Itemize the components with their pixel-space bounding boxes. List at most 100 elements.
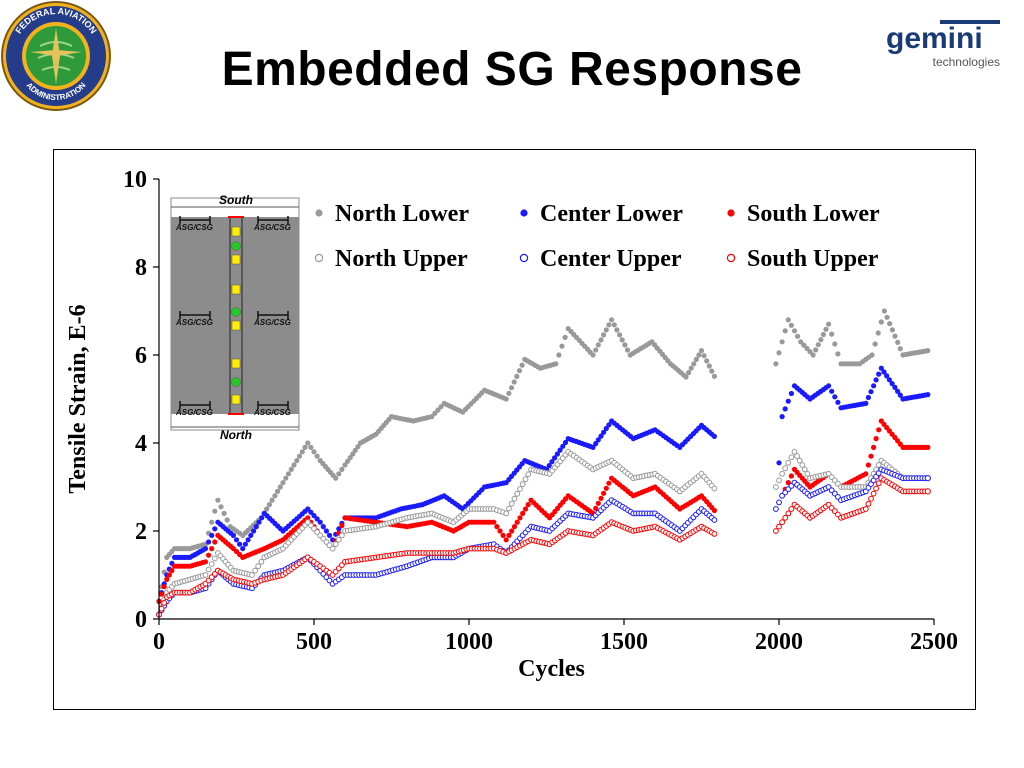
- data-point: [435, 407, 441, 413]
- data-point: [517, 486, 523, 492]
- data-point: [619, 337, 625, 343]
- data-point: [255, 563, 262, 570]
- x-tick-label: 2500: [910, 629, 958, 655]
- data-point: [862, 506, 869, 512]
- data-point: [593, 505, 599, 511]
- data-point: [519, 362, 525, 368]
- inset-sensor: [231, 254, 241, 265]
- data-point: [525, 502, 531, 508]
- data-point: [562, 334, 568, 340]
- data-point: [773, 528, 779, 534]
- data-point: [595, 342, 601, 348]
- data-point: [212, 526, 218, 532]
- data-point: [881, 308, 888, 314]
- legend-marker: [520, 209, 528, 217]
- data-point: [782, 406, 788, 412]
- data-point: [209, 546, 215, 552]
- data-point: [779, 519, 785, 526]
- data-point: [897, 392, 903, 398]
- data-point: [818, 337, 824, 343]
- data-point: [233, 537, 240, 543]
- data-point: [868, 389, 874, 395]
- data-point: [345, 458, 351, 464]
- data-point: [829, 331, 835, 337]
- data-point: [339, 466, 345, 472]
- data-point: [892, 384, 898, 390]
- y-tick-label: 8: [135, 255, 147, 281]
- data-point: [870, 490, 877, 497]
- data-point: [603, 327, 609, 333]
- legend-label: South Upper: [747, 246, 879, 272]
- data-point: [795, 333, 801, 339]
- data-point: [559, 343, 565, 349]
- data-point: [299, 449, 305, 455]
- data-point: [333, 475, 339, 481]
- data-point: [520, 510, 526, 516]
- data-point: [878, 319, 884, 325]
- data-point: [305, 506, 311, 512]
- data-point: [506, 505, 512, 512]
- data-point: [614, 327, 620, 333]
- data-point: [438, 404, 444, 410]
- data-point: [832, 394, 838, 400]
- data-point: [494, 524, 500, 530]
- data-point: [285, 471, 292, 477]
- data-point: [873, 436, 879, 442]
- data-point: [514, 519, 520, 525]
- data-point: [161, 600, 168, 606]
- data-point: [892, 333, 898, 339]
- data-point: [511, 524, 518, 530]
- data-point: [269, 497, 275, 503]
- data-point: [601, 332, 607, 338]
- data-point: [355, 444, 361, 450]
- data-point: [865, 394, 872, 401]
- data-point: [336, 471, 342, 477]
- data-point: [314, 453, 320, 459]
- series-north-lower: [156, 308, 931, 604]
- strain-chart: 0 2 4 6 8 10 0 500 1000 1500 2000 2500 Cycles Tensile…: [65, 167, 958, 682]
- data-point: [242, 541, 248, 547]
- inset-sensor: [231, 241, 241, 251]
- data-point: [884, 314, 890, 320]
- data-point: [209, 532, 215, 538]
- data-point: [686, 370, 692, 376]
- data-point: [871, 444, 877, 450]
- data-point: [514, 373, 520, 379]
- data-point: [865, 501, 872, 507]
- data-point: [696, 352, 702, 358]
- data-point: [554, 451, 560, 457]
- data-point: [202, 572, 209, 578]
- x-axis-label: Cycles: [518, 656, 585, 682]
- slide-title: Embedded SG Response: [221, 43, 803, 96]
- data-point: [291, 462, 297, 468]
- data-point: [509, 528, 515, 534]
- data-point: [522, 476, 529, 483]
- legend-marker: [519, 253, 529, 263]
- data-point: [835, 351, 841, 357]
- data-point: [794, 453, 800, 460]
- data-point: [925, 348, 931, 354]
- data-point: [350, 451, 356, 457]
- data-point: [785, 510, 792, 517]
- data-point: [562, 439, 569, 446]
- data-point: [897, 346, 903, 352]
- data-point: [336, 526, 342, 532]
- data-point: [595, 437, 601, 443]
- data-point: [202, 559, 209, 565]
- data-point: [606, 480, 612, 486]
- data-point: [701, 353, 707, 359]
- data-point: [884, 373, 890, 379]
- legend-label: North Lower: [335, 201, 469, 227]
- data-point: [711, 531, 718, 537]
- data-point: [593, 441, 599, 447]
- gemini-logo-sub: technologies: [933, 55, 1000, 69]
- data-point: [924, 475, 931, 482]
- data-point: [773, 361, 779, 367]
- data-point: [895, 388, 901, 394]
- data-point: [711, 517, 718, 523]
- data-point: [511, 379, 517, 385]
- data-point: [590, 444, 596, 450]
- data-point: [264, 506, 270, 512]
- data-point: [347, 455, 353, 461]
- series-north-upper: [156, 448, 931, 618]
